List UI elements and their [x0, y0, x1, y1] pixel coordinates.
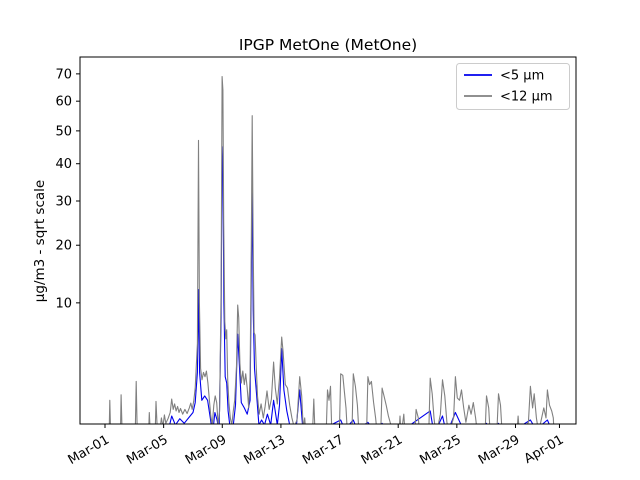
- series-line-5-m: [169, 146, 550, 424]
- y-tick-label: 70: [55, 67, 72, 82]
- chart-title: IPGP MetOne (MetOne): [239, 36, 417, 54]
- x-tick-label: Mar-01: [66, 432, 112, 467]
- x-tick-label: Mar-13: [242, 432, 288, 467]
- legend: <5 µm <12 µm: [456, 63, 570, 110]
- chart-built-content: 10 20 30 40 50 60 70 Mar-01 Mar-05 Mar-09 Mar-13 Ma…: [55, 56, 577, 468]
- y-tick-label: 60: [55, 95, 72, 110]
- x-tick-label: Mar-25: [417, 432, 463, 467]
- x-tick-label: Mar-21: [359, 432, 405, 467]
- x-tick-label: Mar-29: [476, 432, 522, 467]
- plot-border: [79, 56, 577, 425]
- y-tick-label: 40: [55, 157, 72, 172]
- x-tick-label: Mar-17: [300, 432, 346, 467]
- legend-label: <5 µm: [500, 69, 544, 84]
- x-tick-label: Apr-01: [522, 432, 567, 466]
- y-tick-label: 50: [55, 124, 72, 139]
- x-tick-label: Mar-05: [124, 432, 170, 467]
- series-lines: [108, 75, 555, 424]
- series-line-12-m: [108, 75, 555, 424]
- y-tick-label: 30: [55, 195, 72, 210]
- y-tick-label: 10: [55, 296, 72, 311]
- x-tick-label: Mar-09: [183, 432, 229, 467]
- y-tick-label: 20: [55, 239, 72, 254]
- y-axis-label: µg/m3 - sqrt scale: [32, 180, 48, 302]
- legend-label: <12 µm: [500, 90, 553, 105]
